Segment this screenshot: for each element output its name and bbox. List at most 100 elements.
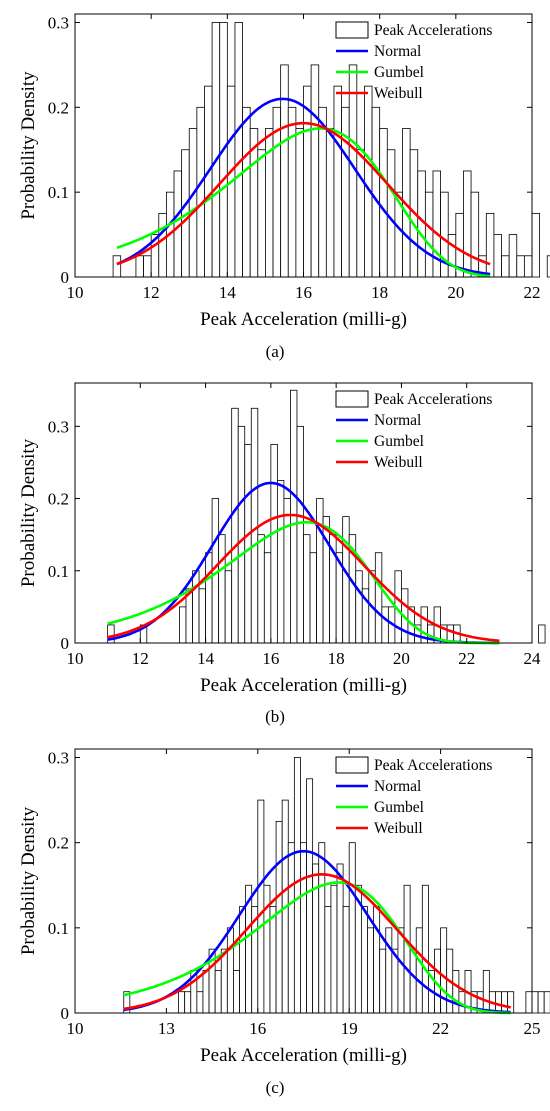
histogram-bar (367, 927, 374, 1014)
histogram-bar (218, 534, 226, 644)
x-tick-label: 10 (67, 283, 84, 302)
histogram-bar (415, 927, 423, 1014)
x-tick-label: 16 (262, 649, 279, 668)
histogram-bar (158, 212, 167, 278)
histogram-bar (531, 212, 541, 278)
y-tick-label: 0.3 (48, 749, 69, 768)
legend-label: Weibull (374, 820, 423, 837)
y-tick-label: 0.1 (48, 919, 69, 938)
histogram-bar (516, 255, 525, 278)
legend: Peak Accelerations Normal Gumbel Weibull (335, 756, 492, 837)
x-tick-label: 13 (158, 1019, 175, 1038)
x-tick-label: 22 (458, 649, 475, 668)
y-axis-label: Probability Density (18, 71, 39, 220)
histogram-bar (220, 948, 228, 1014)
histogram-bar (341, 106, 350, 278)
fit-curve-normal (123, 849, 511, 1014)
plot-frame (74, 382, 533, 644)
legend-label: Peak Accelerations (374, 391, 492, 408)
histogram-bar (373, 906, 381, 1014)
histogram-bar (205, 552, 213, 644)
histogram-bar (403, 884, 411, 1014)
y-axis-ticks: 0 0.1 0.2 0.3 (48, 417, 532, 653)
x-tick-label: 14 (197, 649, 215, 668)
histogram-bar (470, 191, 480, 278)
histogram-bar (523, 255, 533, 278)
histogram-bar (525, 991, 533, 1014)
histogram-bar (501, 255, 510, 278)
legend-label: Gumbel (374, 433, 424, 450)
fit-curves (107, 481, 500, 645)
y-tick-label: 0.3 (48, 417, 69, 436)
histogram-bar (192, 570, 200, 644)
histogram-bar (303, 534, 311, 644)
histogram-bar (325, 128, 335, 278)
x-axis-ticks: 10 12 14 16 18 20 22 (67, 14, 541, 302)
fit-curve-gumbel (123, 881, 511, 1015)
y-axis-ticks: 0 0.1 0.2 0.3 (48, 749, 532, 1023)
histogram-bar (178, 991, 186, 1014)
y-axis-ticks: 0 0.1 0.2 0.3 (48, 13, 532, 287)
legend-swatch-histogram (335, 756, 369, 774)
y-tick-label: 0.2 (48, 490, 69, 509)
x-tick-label: 22 (524, 283, 541, 302)
histogram-bar (188, 128, 198, 278)
y-tick-label: 0 (61, 634, 70, 653)
chart-panel-a: 10 12 14 16 18 20 22 0 0.1 0.2 0.3 Peak Accelerat… (18, 13, 550, 361)
histogram-bar (543, 991, 550, 1014)
histogram-bar (239, 906, 247, 1014)
histogram-bar (135, 255, 144, 278)
fit-curves (123, 849, 511, 1015)
y-tick-label: 0.3 (48, 13, 69, 32)
histogram-bar (508, 234, 518, 278)
histogram-bar (493, 234, 502, 278)
x-axis-label: Peak Acceleration (milli-g) (200, 309, 407, 330)
histogram-bar (421, 884, 429, 1014)
histogram-bar (287, 842, 295, 1014)
legend-label: Gumbel (374, 799, 424, 816)
histogram-bar (242, 106, 251, 278)
legend-swatch-histogram (335, 390, 369, 408)
y-tick-label: 0 (61, 268, 70, 287)
histogram-bar (204, 85, 213, 278)
legend-label: Peak Accelerations (374, 757, 492, 774)
histogram-bar (306, 778, 314, 1014)
x-tick-label: 12 (143, 283, 160, 302)
x-tick-label: 16 (295, 283, 312, 302)
fit-curve-weibull (107, 513, 500, 643)
histogram-bar (342, 906, 350, 1014)
legend-label: Normal (374, 778, 421, 795)
histogram-bar (355, 570, 363, 644)
legend-label: Weibull (374, 85, 423, 102)
histogram-bar (179, 606, 187, 644)
x-axis-ticks: 10 12 14 16 18 20 22 24 (67, 383, 541, 668)
histogram-bar (276, 480, 285, 644)
fit-curve-normal (116, 97, 491, 276)
fit-curve-normal (107, 481, 500, 645)
fit-curve-weibull (116, 121, 491, 266)
histogram-bar (263, 552, 272, 644)
histogram-bar (300, 842, 307, 1014)
chart-panel-c: 10 13 16 19 22 25 0 0.1 0.2 0.3 Peak Acceleratio… (18, 748, 550, 1097)
histogram-bar (360, 906, 368, 1014)
y-tick-label: 0 (61, 1004, 70, 1023)
legend-label: Peak Accelerations (374, 22, 492, 39)
histogram-bar (290, 389, 298, 644)
histogram-bar (546, 255, 550, 278)
histogram-bar (270, 443, 278, 644)
histogram-bar (310, 64, 320, 278)
legend-label: Normal (374, 43, 421, 60)
fit-curve-weibull (123, 872, 511, 1011)
histogram-bar (257, 534, 265, 644)
legend-label: Normal (374, 412, 421, 429)
histogram-bar (330, 884, 338, 1014)
histogram-bar (538, 624, 546, 644)
histogram-bar (112, 255, 122, 278)
fit-curve-gumbel (116, 127, 491, 278)
histogram-bar (184, 991, 192, 1014)
x-tick-label: 22 (432, 1019, 449, 1038)
histogram-bar (364, 85, 373, 278)
histogram-bar (226, 927, 234, 1014)
x-axis-ticks: 10 13 16 19 22 25 (67, 749, 541, 1038)
histogram-bar (482, 970, 490, 1014)
